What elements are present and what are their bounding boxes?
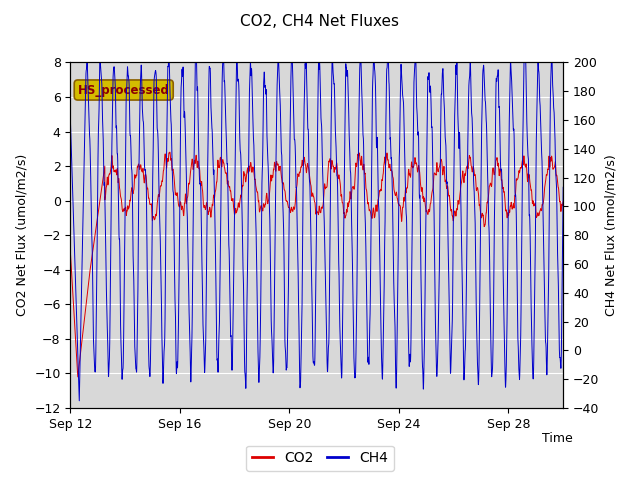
Y-axis label: CH4 Net Flux (nmol/m2/s): CH4 Net Flux (nmol/m2/s): [605, 155, 618, 316]
CH4: [156, 229, 164, 235]
CO2: [74, 374, 81, 380]
CH4: [387, 156, 395, 162]
Y-axis label: CO2 Net Flux (umol/m2/s): CO2 Net Flux (umol/m2/s): [16, 154, 29, 316]
Legend: CO2, CH4: CO2, CH4: [246, 445, 394, 471]
Line: CH4: CH4: [70, 55, 563, 401]
CH4: [67, 117, 74, 123]
Text: CO2, CH4 Net Fluxes: CO2, CH4 Net Fluxes: [241, 14, 399, 29]
CO2: [255, 199, 263, 205]
Text: HS_processed: HS_processed: [78, 84, 170, 96]
CH4: [559, 184, 567, 190]
Line: CO2: CO2: [70, 152, 563, 377]
CO2: [472, 178, 479, 183]
CO2: [435, 168, 442, 174]
CO2: [559, 199, 567, 204]
CH4: [472, 278, 479, 284]
CO2: [166, 149, 173, 155]
CH4: [76, 398, 83, 404]
CO2: [362, 186, 370, 192]
CH4: [96, 52, 104, 58]
CO2: [387, 167, 395, 172]
CO2: [156, 185, 164, 191]
X-axis label: Time: Time: [542, 432, 573, 445]
CH4: [435, 324, 442, 330]
CO2: [67, 250, 74, 255]
CH4: [255, 380, 263, 385]
CH4: [362, 266, 370, 272]
